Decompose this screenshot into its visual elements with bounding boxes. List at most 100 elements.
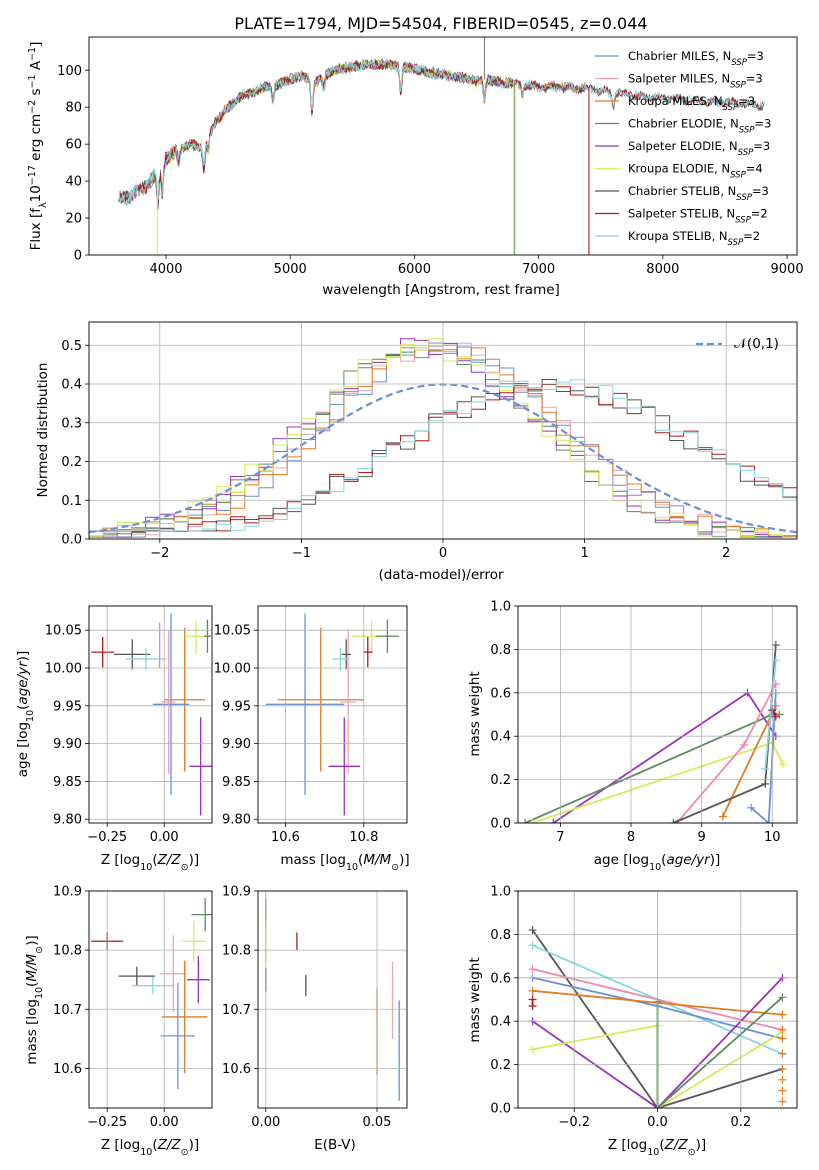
weight_vs_age-axes: 7 8 9 10 0.0 0.2 0.4 0.6 0.8 1.0	[490, 600, 798, 845]
legend-label: Salpeter STELIB, NSSP=2	[628, 207, 768, 226]
weight-vs-Z-xlabel: Z [log10(Z/Z⊙)]	[608, 1137, 706, 1158]
spectrum-ytick-label: 60	[65, 138, 82, 153]
age_vs_Z-xtick-label: 0.00	[150, 830, 179, 845]
weight_vs_Z-ytick-label: 0.2	[490, 1058, 511, 1073]
weight_vs_age-ytick-label: 0.2	[490, 773, 511, 788]
mass_vs_ebv-xtick-label: 0.00	[251, 1115, 280, 1130]
weight_vs_age-ytick-label: 0.0	[490, 817, 511, 832]
weight_vs_age-xtick-label: 9	[698, 830, 706, 845]
weight_vs_age-marker	[775, 710, 784, 719]
weight_vs_Z-marker	[778, 1064, 787, 1073]
weight-vs-Z-ylabel: mass weight	[467, 957, 483, 1042]
spectrum-legend: Chabrier MILES, NSSP=3 Salpeter MILES, NS…	[595, 49, 771, 248]
mass_vs_Z-ytick-label: 10.8	[53, 944, 82, 959]
weight_vs_age-ytick-label: 0.4	[490, 730, 511, 745]
residuals-xtick-label: 2	[722, 546, 730, 561]
age_vs_Z-frame	[88, 605, 213, 824]
legend-label: Chabrier STELIB, NSSP=3	[628, 184, 769, 203]
residuals-xtick-label: 0	[439, 546, 447, 561]
mass_vs_Z-ytick-label: 10.6	[53, 1062, 82, 1077]
legend-label: Chabrier ELODIE, NSSP=3	[628, 117, 771, 136]
weight_vs_age-line	[524, 713, 780, 823]
spectrum-ytick-label: 0	[74, 249, 82, 264]
weight_vs_age-marker	[747, 803, 756, 812]
mass_vs_ebv-ytick-label: 10.7	[222, 1003, 251, 1018]
weight_vs_Z-ytick-label: 0.4	[490, 1015, 511, 1030]
age_vs_Z-ytick-label: 9.80	[53, 813, 82, 828]
residuals-ytick-label: 0.5	[61, 339, 82, 354]
weight_vs_age-marker	[528, 819, 537, 823]
weight_vs_Z-marker	[778, 1086, 787, 1095]
weight_vs_age-line	[673, 645, 777, 823]
mass-vs-Z-xlabel: Z [log10(Z/Z⊙)]	[101, 1137, 199, 1158]
age_vs_mass-ytick-label: 9.85	[222, 775, 251, 790]
age-vs-mass-xlabel: mass [log10(M/M⊙)]	[280, 852, 409, 873]
weight_vs_Z-xtick-label: −0.2	[558, 1115, 590, 1130]
weight_vs_Z-marker	[528, 1002, 537, 1011]
weight_vs_Z-xtick-label: 0.0	[647, 1115, 668, 1130]
weight_vs_Z-ytick-label: 0.6	[490, 971, 511, 986]
mass_vs_Z-ytick-label: 10.9	[53, 885, 82, 900]
legend-label: Salpeter ELODIE, NSSP=3	[628, 139, 770, 158]
spectrum-xtick-label: 8000	[646, 262, 679, 277]
weight_vs_age-marker	[672, 819, 681, 823]
figure-title: PLATE=1794, MJD=54504, FIBERID=0545, z=0…	[234, 14, 647, 33]
age_vs_mass-xtick-label: 10.8	[349, 830, 378, 845]
age_vs_Z-ytick-label: 10.05	[45, 624, 82, 639]
weight_vs_Z-marker	[528, 1045, 537, 1054]
plots: 4000 5000 6000 7000 8000 9000020406080100Chab…	[15, 36, 804, 1158]
age_vs_Z-ytick-label: 10.00	[45, 662, 82, 677]
spectrum-xtick-label: 7000	[522, 262, 555, 277]
age-vs-Z-ylabel: age [log10(age/yr)]	[15, 651, 36, 777]
spectrum-line	[118, 58, 765, 206]
legend-label: Kroupa ELODIE, NSSP=4	[628, 162, 763, 181]
age_vs_mass-axes: 10.6 10.8 9.80 9.85 9.90 9.95 10.00 10.05	[214, 605, 408, 845]
spectrum-xtick-label: 5000	[274, 262, 307, 277]
spectrum-xtick-label: 4000	[149, 262, 182, 277]
residuals-ytick-label: 0.2	[61, 455, 82, 470]
weight_vs_Z-marker	[778, 993, 787, 1002]
spectrum-ytick-label: 100	[57, 64, 82, 79]
weight_vs_age-marker	[771, 656, 780, 665]
residuals-xlabel: (data-model)/error	[378, 567, 504, 583]
age_vs_Z-xtick-label: −0.25	[87, 830, 127, 845]
weight_vs_age-marker	[761, 764, 770, 773]
weight_vs_age-marker	[761, 779, 770, 788]
weight_vs_Z-marker	[778, 1075, 787, 1084]
residuals-ytick-label: 0.3	[61, 416, 82, 431]
weight_vs_age-marker	[771, 712, 780, 721]
legend-label: Chabrier MILES, NSSP=3	[628, 49, 764, 68]
spectrum-ytick-label: 20	[65, 212, 82, 227]
mass_vs_Z-ytick-label: 10.7	[53, 1003, 82, 1018]
residuals-xtick-label: 1	[580, 546, 588, 561]
weight_vs_age-marker	[771, 641, 780, 650]
age_vs_Z-ytick-label: 9.85	[53, 775, 82, 790]
weight_vs_age-marker	[718, 812, 727, 821]
age_vs_mass-xtick-label: 10.6	[271, 830, 300, 845]
mass_vs_Z-xtick-label: −0.25	[87, 1115, 127, 1130]
weight_vs_Z-xtick-label: 0.2	[730, 1115, 751, 1130]
weight-vs-age-xlabel: age [log10(age/yr)]	[594, 852, 720, 873]
weight_vs_age-ytick-label: 0.8	[490, 643, 511, 658]
spectrum-ytick-label: 40	[65, 175, 82, 190]
spectrum-ylabel: Flux [fλ10−17 erg cm−2 s−1 A−1]	[27, 42, 49, 251]
residuals-ylabel: Normed distribution	[35, 363, 51, 498]
weight_vs_Z-marker	[528, 986, 537, 995]
mass_vs_ebv-ytick-label: 10.6	[222, 1062, 251, 1077]
weight_vs_Z-marker	[528, 965, 537, 974]
mass_vs_ebv-ytick-label: 10.9	[222, 885, 251, 900]
residuals-ytick-label: 0.1	[61, 494, 82, 509]
weight_vs_age-frame	[517, 605, 798, 824]
spectrum-ytick-label: 80	[65, 101, 82, 116]
weight_vs_age-line	[764, 660, 777, 769]
age_vs_mass-ytick-label: 9.95	[222, 699, 251, 714]
legend-label: Kroupa MILES, NSSP=3	[628, 94, 755, 113]
weight-vs-age-ylabel: mass weight	[467, 671, 483, 756]
weight_vs_age-ytick-label: 1.0	[490, 600, 511, 615]
weight_vs_Z-marker	[778, 1097, 787, 1106]
weight_vs_Z-ytick-label: 0.8	[490, 928, 511, 943]
age_vs_mass-ytick-label: 9.90	[222, 737, 251, 752]
weight_vs_age-marker	[549, 819, 558, 823]
mass_vs_ebv-axes: 0.00 0.05 10.6 10.7 10.8 10.9	[222, 885, 408, 1130]
